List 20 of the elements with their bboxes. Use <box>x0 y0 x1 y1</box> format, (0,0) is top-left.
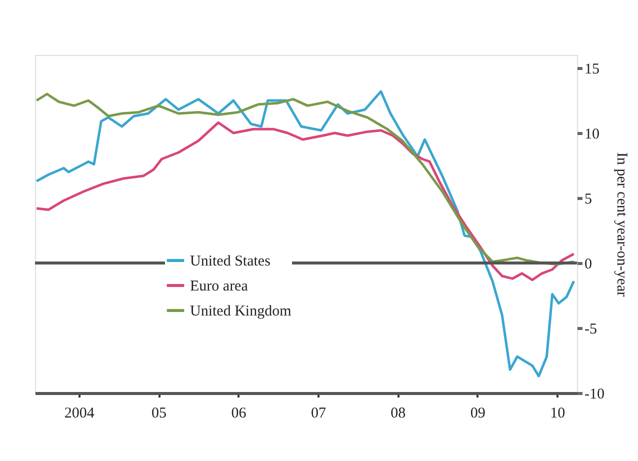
y-tick-label: -5 <box>584 322 597 338</box>
x-tick-label: 2004 <box>64 406 95 422</box>
y-tick-label: 0 <box>584 256 592 272</box>
legend-label: United Kingdom <box>190 304 292 320</box>
x-tick-label: 07 <box>310 406 326 422</box>
y-tick-label: 15 <box>584 62 600 78</box>
x-tick-label: 06 <box>231 406 247 422</box>
legend-label: United States <box>190 254 271 270</box>
y-axis-title: In per cent year-on-year <box>613 152 630 297</box>
x-tick-label: 08 <box>390 406 406 422</box>
x-tick-label: 09 <box>470 406 486 422</box>
y-tick-label: 5 <box>584 192 592 208</box>
x-tick-label: 05 <box>152 406 167 422</box>
y-tick-label: -10 <box>584 386 604 402</box>
y-tick-label: 10 <box>584 126 600 142</box>
legend-label: Euro area <box>190 278 248 294</box>
line-series <box>35 90 576 378</box>
line-series <box>35 92 576 266</box>
x-tick-label: 10 <box>550 406 566 422</box>
line-series <box>35 121 576 282</box>
